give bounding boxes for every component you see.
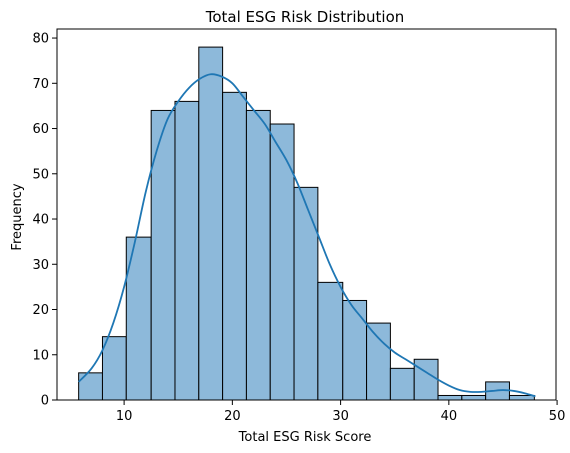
bars-group <box>78 46 535 401</box>
histogram-bar <box>101 336 127 401</box>
y-tick-label: 40 <box>32 213 49 228</box>
y-tick-label: 50 <box>32 167 49 182</box>
y-tick-label: 0 <box>41 394 49 409</box>
y-axis-label: Frequency <box>10 183 25 250</box>
histogram-bar <box>150 109 176 401</box>
y-axis-ticks: 0 10 20 30 40 50 60 70 80 <box>32 32 57 409</box>
y-tick-label: 20 <box>32 303 49 318</box>
x-tick-label: 30 <box>332 409 349 424</box>
x-tick-label: 10 <box>116 409 133 424</box>
y-tick-label: 30 <box>32 258 49 273</box>
x-tick-label: 40 <box>441 409 458 424</box>
chart-title: Total ESG Risk Distribution <box>205 8 405 26</box>
histogram-bar <box>413 358 439 401</box>
histogram-bar <box>222 91 247 401</box>
histogram-bar <box>508 394 535 401</box>
y-tick-label: 10 <box>32 348 49 363</box>
x-axis-label: Total ESG Risk Score <box>238 430 372 445</box>
histogram-bar <box>174 100 200 401</box>
histogram-bar <box>198 46 224 401</box>
histogram-bar <box>293 186 319 401</box>
kde-curve <box>77 73 536 398</box>
x-tick-label: 50 <box>549 409 566 424</box>
y-tick-label: 70 <box>32 77 49 92</box>
histogram-bar <box>342 299 368 401</box>
plot-frame <box>56 28 557 401</box>
x-tick-label: 20 <box>224 409 241 424</box>
histogram-bar <box>389 367 415 401</box>
x-axis-ticks: 10 20 30 40 50 <box>116 400 566 424</box>
y-tick-label: 60 <box>32 122 49 137</box>
histogram-bar <box>366 322 391 401</box>
histogram-bar <box>245 109 271 401</box>
histogram-bar <box>78 372 103 401</box>
histogram-bar <box>437 394 463 401</box>
histogram-bar <box>461 394 487 401</box>
histogram-bar <box>317 281 344 401</box>
histogram-bar <box>269 123 295 401</box>
y-tick-label: 80 <box>32 32 49 47</box>
